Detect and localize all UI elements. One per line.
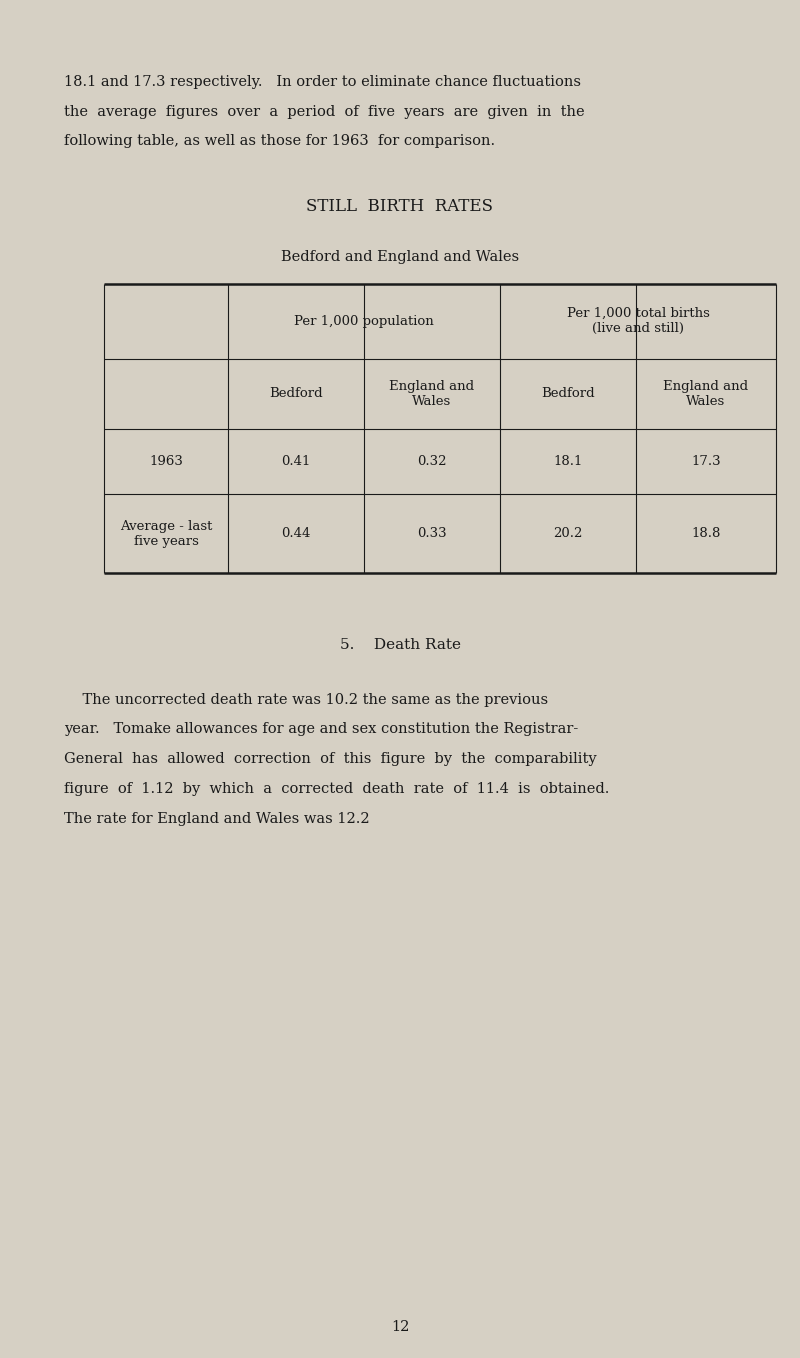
Text: Average - last
five years: Average - last five years: [120, 520, 212, 547]
Text: 0.44: 0.44: [282, 527, 310, 540]
Text: STILL  BIRTH  RATES: STILL BIRTH RATES: [306, 198, 494, 216]
Text: 18.1: 18.1: [554, 455, 582, 469]
Text: 12: 12: [391, 1320, 409, 1334]
Text: England and
Wales: England and Wales: [390, 380, 474, 407]
Text: 18.8: 18.8: [691, 527, 721, 540]
Text: 17.3: 17.3: [691, 455, 721, 469]
Text: 20.2: 20.2: [554, 527, 582, 540]
Text: Per 1,000 population: Per 1,000 population: [294, 315, 434, 327]
Text: 0.41: 0.41: [282, 455, 310, 469]
Text: 0.32: 0.32: [418, 455, 446, 469]
Text: Bedford: Bedford: [269, 387, 323, 401]
Text: The uncorrected death rate was 10.2 the same as the previous: The uncorrected death rate was 10.2 the …: [64, 693, 548, 706]
Text: the  average  figures  over  a  period  of  five  years  are  given  in  the: the average figures over a period of fiv…: [64, 105, 585, 118]
Text: 5.    Death Rate: 5. Death Rate: [339, 638, 461, 652]
Text: figure  of  1.12  by  which  a  corrected  death  rate  of  11.4  is  obtained.: figure of 1.12 by which a corrected deat…: [64, 782, 610, 796]
Text: Bedford and England and Wales: Bedford and England and Wales: [281, 250, 519, 263]
Text: Bedford: Bedford: [541, 387, 595, 401]
Text: 18.1 and 17.3 respectively.   In order to eliminate chance fluctuations: 18.1 and 17.3 respectively. In order to …: [64, 75, 581, 88]
Text: following table, as well as those for 1963  for comparison.: following table, as well as those for 19…: [64, 134, 495, 148]
Text: Per 1,000 total births
(live and still): Per 1,000 total births (live and still): [566, 307, 710, 335]
Text: The rate for England and Wales was 12.2: The rate for England and Wales was 12.2: [64, 812, 370, 826]
Text: General  has  allowed  correction  of  this  figure  by  the  comparability: General has allowed correction of this f…: [64, 752, 597, 766]
Text: England and
Wales: England and Wales: [663, 380, 749, 407]
Text: 1963: 1963: [149, 455, 183, 469]
Text: 0.33: 0.33: [417, 527, 447, 540]
Text: year.   Tomake allowances for age and sex constitution the Registrar-: year. Tomake allowances for age and sex …: [64, 722, 578, 736]
